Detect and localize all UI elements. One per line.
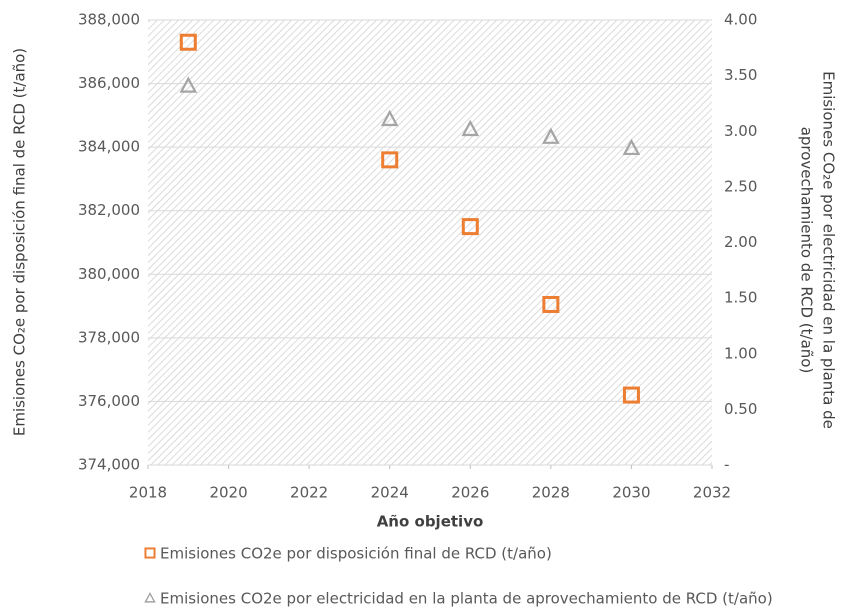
y-tick-label: 384,000 <box>78 138 140 156</box>
plot-area <box>148 20 712 465</box>
legend-marker <box>144 547 156 559</box>
y-tick-label: 380,000 <box>78 265 140 283</box>
x-tick-label: 2026 <box>451 484 489 502</box>
y2-tick-label: 3.00 <box>724 122 757 140</box>
marker <box>179 33 197 51</box>
y-tick-label: 388,000 <box>78 11 140 29</box>
x-tick-label: 2028 <box>532 484 570 502</box>
y2-tick-label: - <box>724 456 729 474</box>
y2-tick-label: 1.50 <box>724 289 757 307</box>
marker <box>380 109 399 127</box>
y2-tick-label: 3.50 <box>724 66 757 84</box>
y2-tick-label: 1.00 <box>724 344 757 362</box>
legend-marker <box>144 591 156 603</box>
marker <box>622 138 641 156</box>
x-tick-label: 2022 <box>290 484 328 502</box>
y-tick-label: 374,000 <box>78 456 140 474</box>
marker <box>381 151 399 169</box>
y2-tick-label: 2.00 <box>724 233 757 251</box>
x-axis-title: Año objetivo <box>377 513 484 531</box>
x-tick-label: 2024 <box>371 484 409 502</box>
marker <box>461 218 479 236</box>
y-axis-title: Emisiones CO₂e por disposición final de … <box>11 48 29 436</box>
marker <box>461 119 480 137</box>
y-tick-label: 376,000 <box>78 392 140 410</box>
y-tick-label: 386,000 <box>78 74 140 92</box>
x-tick-label: 2020 <box>209 484 247 502</box>
x-tick-label: 2030 <box>612 484 650 502</box>
y2-tick-label: 2.50 <box>724 177 757 195</box>
y-tick-label: 382,000 <box>78 201 140 219</box>
y2-tick-label: 0.50 <box>724 400 757 418</box>
y-tick-label: 378,000 <box>78 328 140 346</box>
marker <box>622 386 640 404</box>
y2-tick-label: 4.00 <box>724 11 757 29</box>
marker <box>542 127 560 144</box>
y2-axis-title: aprovechamiento de RCD (t/año) <box>798 127 816 374</box>
marker <box>542 295 560 313</box>
legend-label: Emisiones CO2e por electricidad en la pl… <box>160 590 773 608</box>
y2-axis-title: Emisiones CO₂e por electricidad en la pl… <box>820 71 838 429</box>
legend-label: Emisiones CO2e por disposición final de … <box>160 545 552 563</box>
x-tick-label: 2032 <box>693 484 731 502</box>
x-tick-label: 2018 <box>129 484 167 502</box>
marker <box>179 76 198 93</box>
